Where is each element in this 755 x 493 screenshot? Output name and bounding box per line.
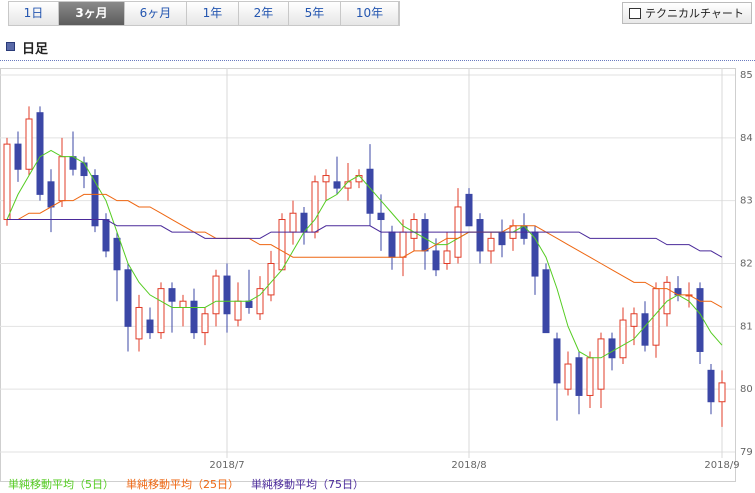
candle-body [498,231,506,246]
legend-entry: 単純移動平均（5日） [8,477,114,491]
candle-body [443,250,451,265]
candle-body [58,156,66,202]
section-header: 日足 [6,38,48,57]
candle-body [14,143,22,170]
candle-body [91,175,99,227]
candle-body [3,143,11,221]
candle-body [36,112,44,195]
candle-body [223,275,231,315]
candle-body [696,288,704,352]
candle-body [575,357,583,396]
y-tick-label: 84 [740,133,753,144]
candle-body [707,369,715,403]
divider [0,60,755,61]
y-tick-label: 83 [740,196,753,207]
candle-body [80,162,88,177]
candle-body [619,319,627,359]
candle-body [399,231,407,258]
moving-average-line [7,219,723,258]
candle-body [190,300,198,334]
candle-body [465,193,473,227]
candle-body [212,275,220,315]
period-tabs: 1日 3ヶ月 6ヶ月 1年 2年 5年 10年 [8,1,400,26]
candle-body [256,288,264,315]
period-tab[interactable]: 6ヶ月 [125,2,187,25]
candle-body [476,219,484,252]
legend-entry: 単純移動平均（75日） [251,477,364,491]
candle-body [663,281,671,315]
candle-body [47,181,55,208]
candle-body [487,237,495,252]
icon [6,42,15,51]
button-label: テクニカルチャート [645,7,744,20]
candle-body [388,231,396,258]
candle-body [245,300,253,308]
plot-frame [0,68,736,482]
y-tick-label: 80 [740,384,753,395]
period-tab[interactable]: 2年 [239,2,289,25]
y-tick-label: 85 [740,70,753,81]
x-tick-label: 2018/7 [209,460,244,471]
period-tab[interactable]: 3ヶ月 [59,2,125,25]
period-tab[interactable]: 1日 [9,2,59,25]
technical-chart-button[interactable]: テクニカルチャート [622,2,752,24]
section-title: 日足 [22,42,49,57]
candle-body [421,219,429,252]
y-tick-label: 82 [740,259,753,270]
moving-average-line [6,149,723,359]
candle-body [289,212,297,233]
moving-average-line [7,193,723,308]
candle-body [311,181,319,233]
candle-body [25,118,33,170]
candle-body [69,156,77,170]
candle-body [135,306,143,340]
y-tick-label: 79 [740,447,753,458]
candle-body [201,313,209,334]
candle-body [102,219,110,252]
candle-body [234,300,242,321]
legend-entry: 単純移動平均（25日） [126,477,239,491]
x-tick-label: 2018/8 [451,460,486,471]
candle-body [157,288,165,334]
period-tab[interactable]: 5年 [289,2,341,25]
x-tick-label: 2018/9 [704,460,739,471]
candle-body [564,363,572,390]
candle-body [179,300,187,308]
candle-body [146,319,154,334]
candle-body [278,219,286,271]
candle-body [113,237,121,271]
candle-body [377,212,385,221]
candle-body [586,357,594,396]
period-tab[interactable]: 1年 [187,2,239,25]
candle-body [630,313,638,327]
candle-body [322,175,330,183]
icon [629,8,641,19]
candle-body [608,338,616,359]
y-tick-label: 81 [740,321,753,332]
candle-body [333,181,341,189]
candle-body [597,338,605,390]
candle-body [168,288,176,302]
candle-body [410,219,418,239]
candle-body [553,338,561,384]
candle-body [542,269,550,334]
candle-body [432,250,440,271]
candle-body [718,382,726,403]
candle-body [124,269,132,327]
period-tab[interactable]: 10年 [341,2,399,25]
